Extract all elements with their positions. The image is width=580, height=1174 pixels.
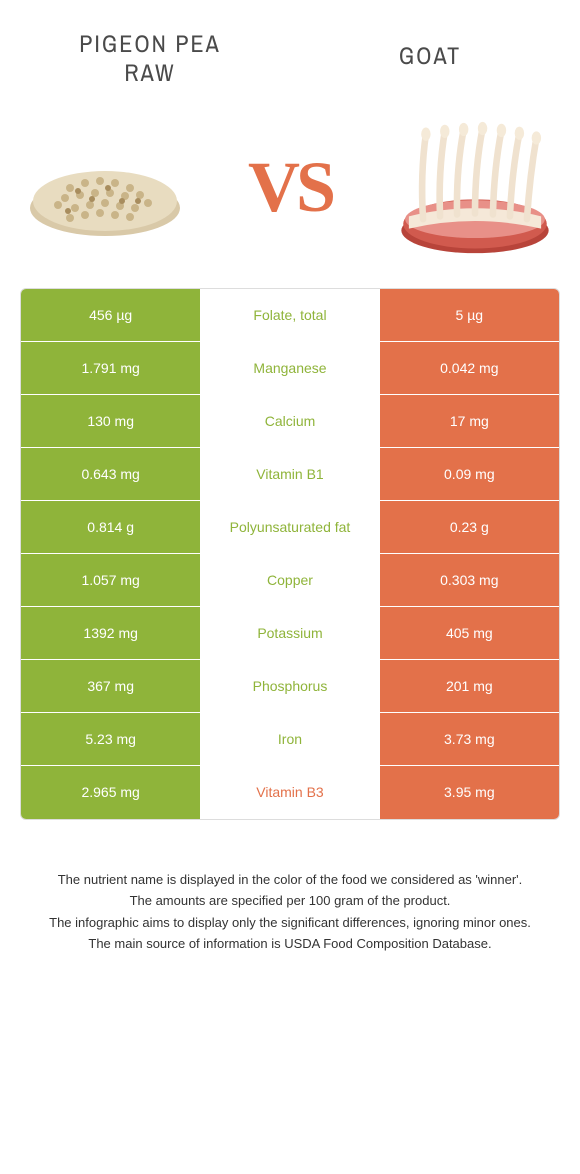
left-value-cell: 0.643 mg — [21, 448, 200, 500]
left-value-cell: 1392 mg — [21, 607, 200, 659]
nutrient-label-cell: Folate, total — [200, 289, 379, 341]
right-value-cell: 0.042 mg — [380, 342, 559, 394]
right-value-cell: 0.09 mg — [380, 448, 559, 500]
left-value-cell: 1.791 mg — [21, 342, 200, 394]
header: PIGEON PEA RAW GOAT — [0, 0, 580, 98]
left-value-cell: 456 µg — [21, 289, 200, 341]
left-food-image — [20, 118, 190, 258]
left-value-cell: 5.23 mg — [21, 713, 200, 765]
table-row: 1.791 mgManganese0.042 mg — [21, 342, 559, 395]
right-value-cell: 3.73 mg — [380, 713, 559, 765]
nutrient-label-cell: Potassium — [200, 607, 379, 659]
nutrient-label-cell: Iron — [200, 713, 379, 765]
left-food-title: PIGEON PEA RAW — [50, 30, 250, 88]
table-row: 456 µgFolate, total5 µg — [21, 289, 559, 342]
nutrient-label-cell: Manganese — [200, 342, 379, 394]
nutrient-label-cell: Calcium — [200, 395, 379, 447]
left-value-cell: 0.814 g — [21, 501, 200, 553]
footer-notes: The nutrient name is displayed in the co… — [0, 820, 580, 954]
right-food-image — [390, 118, 560, 258]
table-row: 5.23 mgIron3.73 mg — [21, 713, 559, 766]
vs-label: VS — [248, 146, 332, 229]
nutrient-label-cell: Copper — [200, 554, 379, 606]
table-row: 2.965 mgVitamin B33.95 mg — [21, 766, 559, 819]
left-value-cell: 367 mg — [21, 660, 200, 712]
left-value-cell: 2.965 mg — [21, 766, 200, 819]
nutrient-label-cell: Phosphorus — [200, 660, 379, 712]
right-value-cell: 5 µg — [380, 289, 559, 341]
nutrient-label-cell: Polyunsaturated fat — [200, 501, 379, 553]
right-value-cell: 405 mg — [380, 607, 559, 659]
table-row: 1.057 mgCopper0.303 mg — [21, 554, 559, 607]
right-value-cell: 0.303 mg — [380, 554, 559, 606]
footer-line: The amounts are specified per 100 gram o… — [30, 891, 550, 911]
footer-line: The infographic aims to display only the… — [30, 913, 550, 933]
right-food-title: GOAT — [330, 30, 530, 71]
right-value-cell: 3.95 mg — [380, 766, 559, 819]
right-value-cell: 17 mg — [380, 395, 559, 447]
table-row: 0.643 mgVitamin B10.09 mg — [21, 448, 559, 501]
nutrient-label-cell: Vitamin B1 — [200, 448, 379, 500]
footer-line: The main source of information is USDA F… — [30, 934, 550, 954]
table-row: 367 mgPhosphorus201 mg — [21, 660, 559, 713]
images-row: VS — [0, 98, 580, 288]
table-row: 130 mgCalcium17 mg — [21, 395, 559, 448]
nutrient-label-cell: Vitamin B3 — [200, 766, 379, 819]
right-value-cell: 0.23 g — [380, 501, 559, 553]
table-row: 1392 mgPotassium405 mg — [21, 607, 559, 660]
left-value-cell: 1.057 mg — [21, 554, 200, 606]
nutrient-table: 456 µgFolate, total5 µg1.791 mgManganese… — [20, 288, 560, 820]
left-value-cell: 130 mg — [21, 395, 200, 447]
table-row: 0.814 gPolyunsaturated fat0.23 g — [21, 501, 559, 554]
right-value-cell: 201 mg — [380, 660, 559, 712]
footer-line: The nutrient name is displayed in the co… — [30, 870, 550, 890]
